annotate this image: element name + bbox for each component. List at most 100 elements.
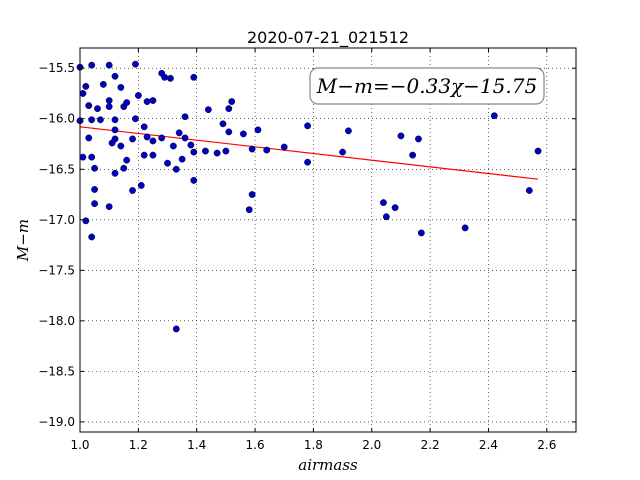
data-point xyxy=(88,116,96,124)
data-point xyxy=(158,134,166,142)
y-tick-label: −16.5 xyxy=(38,162,75,176)
data-point xyxy=(190,73,198,81)
data-point xyxy=(88,153,96,161)
fit-line-group xyxy=(79,126,539,180)
data-point xyxy=(129,135,136,143)
data-point xyxy=(248,191,256,198)
data-point xyxy=(169,142,177,150)
y-tick-label: −17.0 xyxy=(38,213,75,227)
data-point xyxy=(123,156,131,164)
data-point xyxy=(409,151,417,159)
data-point xyxy=(91,186,98,193)
data-point xyxy=(219,120,227,128)
data-point xyxy=(397,132,405,140)
data-point xyxy=(88,233,96,241)
equation-text: M−m=−0.33χ−15.75 xyxy=(316,74,537,98)
data-point xyxy=(91,164,98,172)
data-point xyxy=(85,134,93,142)
data-point xyxy=(105,97,113,104)
data-point xyxy=(117,142,125,150)
chart-title: 2020-07-21_021512 xyxy=(247,28,409,48)
data-point xyxy=(91,200,98,208)
data-point xyxy=(254,126,262,134)
y-tick-label: −19.0 xyxy=(38,415,75,429)
data-point xyxy=(225,128,233,136)
data-point xyxy=(534,147,542,155)
x-tick-label: 2.2 xyxy=(421,438,440,452)
data-point xyxy=(143,133,151,141)
plot-frame xyxy=(79,47,577,433)
data-point xyxy=(140,151,148,159)
data-point xyxy=(132,60,139,68)
data-point xyxy=(143,98,151,105)
data-point xyxy=(79,90,87,97)
data-point xyxy=(187,141,195,149)
y-tick-label: −16.0 xyxy=(38,112,75,126)
data-point xyxy=(161,73,169,81)
data-point xyxy=(123,99,131,106)
data-point xyxy=(132,115,139,123)
x-tick-label: 1.0 xyxy=(70,438,89,452)
data-point xyxy=(111,126,119,134)
data-point xyxy=(82,83,90,90)
data-point xyxy=(181,113,189,121)
x-axis-label: airmass xyxy=(298,456,358,474)
data-point xyxy=(204,106,212,114)
data-point xyxy=(149,151,157,159)
data-point xyxy=(88,61,96,69)
data-point xyxy=(99,80,107,88)
data-point xyxy=(380,199,387,207)
data-point xyxy=(175,129,183,137)
data-point xyxy=(339,148,346,156)
data-point xyxy=(111,72,119,80)
data-point xyxy=(245,206,253,214)
x-tick-label: 2.4 xyxy=(479,438,498,452)
data-point xyxy=(304,122,311,130)
fit-line xyxy=(79,126,539,180)
x-tick-label: 1.8 xyxy=(304,438,323,452)
y-tick-label: −18.0 xyxy=(38,314,75,328)
data-point xyxy=(228,98,236,105)
data-point xyxy=(461,224,469,232)
data-point xyxy=(415,135,422,143)
data-point xyxy=(190,148,198,156)
data-point xyxy=(167,74,174,82)
data-points xyxy=(76,60,542,333)
data-point xyxy=(85,102,93,110)
data-point xyxy=(111,169,119,177)
y-axis-label: M−m xyxy=(14,219,32,262)
plot-area xyxy=(80,48,576,432)
data-point xyxy=(105,103,113,111)
data-point xyxy=(213,149,221,157)
data-point xyxy=(105,61,113,69)
x-tick-label: 1.6 xyxy=(246,438,265,452)
data-point xyxy=(111,135,119,143)
data-point xyxy=(490,112,498,120)
data-point xyxy=(202,147,209,155)
data-point xyxy=(222,147,230,155)
data-point xyxy=(263,146,271,154)
data-point xyxy=(345,127,352,135)
data-point xyxy=(172,325,180,333)
data-point xyxy=(134,92,142,99)
data-point xyxy=(280,143,288,151)
data-point xyxy=(137,182,145,189)
x-tick-label: 2.0 xyxy=(362,438,381,452)
equation-box xyxy=(309,67,545,105)
x-tick-label: 1.2 xyxy=(129,438,148,452)
data-point xyxy=(111,116,119,124)
data-point xyxy=(181,134,189,142)
data-point xyxy=(417,229,425,237)
data-point xyxy=(225,105,233,113)
data-point xyxy=(172,165,180,173)
data-point xyxy=(190,176,198,184)
data-point xyxy=(239,130,247,138)
axis-ticks: 1.0 1.2 1.4 1.6 1.8 2.0 2.2 2.4 2.6 −15.5 −16.0 −16… xyxy=(38,48,576,452)
y-tick-label: −17.5 xyxy=(38,263,75,277)
data-point xyxy=(79,153,87,161)
data-point xyxy=(149,97,157,104)
data-point xyxy=(149,137,157,145)
data-point xyxy=(117,84,125,91)
data-point xyxy=(82,217,90,225)
data-point xyxy=(120,164,128,172)
